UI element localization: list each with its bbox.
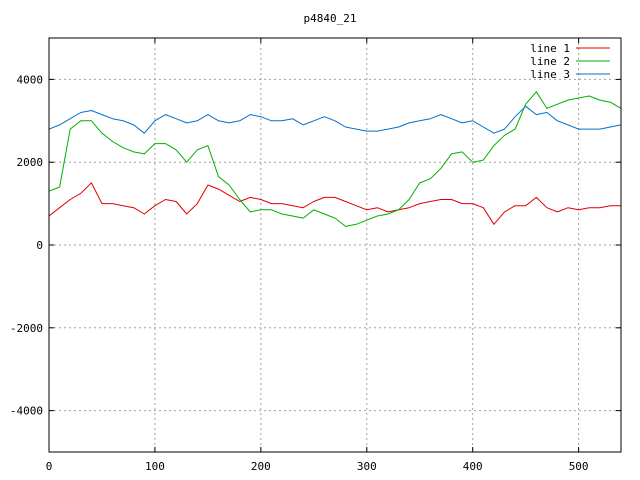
series-line-1 — [48, 182, 621, 225]
y-tick-label: 2000 — [17, 156, 44, 169]
series-line-2 — [48, 91, 622, 227]
x-tick-label: 400 — [463, 460, 483, 473]
grid-lines — [49, 38, 621, 452]
y-tick-label: -2000 — [10, 322, 43, 335]
legend-label-line-3: line 3 — [530, 68, 570, 81]
axis-ticks: 0 100 200 300 400 500 -4000 -2000 0 2000 4000 — [10, 38, 621, 473]
y-tick-label: -4000 — [10, 405, 43, 418]
x-tick-label: 200 — [251, 460, 271, 473]
legend-label-line-2: line 2 — [530, 55, 570, 68]
x-tick-label: 300 — [357, 460, 377, 473]
legend-label-line-1: line 1 — [530, 42, 570, 55]
x-tick-label: 0 — [46, 460, 53, 473]
y-tick-label: 0 — [36, 239, 43, 252]
y-tick-label: 4000 — [17, 73, 44, 86]
chart-title: p4840_21 — [304, 12, 357, 25]
series-line-3 — [48, 105, 622, 134]
series-lines — [48, 91, 622, 227]
plot-area-border — [48, 37, 622, 453]
x-tick-label: 100 — [145, 460, 165, 473]
x-tick-label: 500 — [569, 460, 589, 473]
